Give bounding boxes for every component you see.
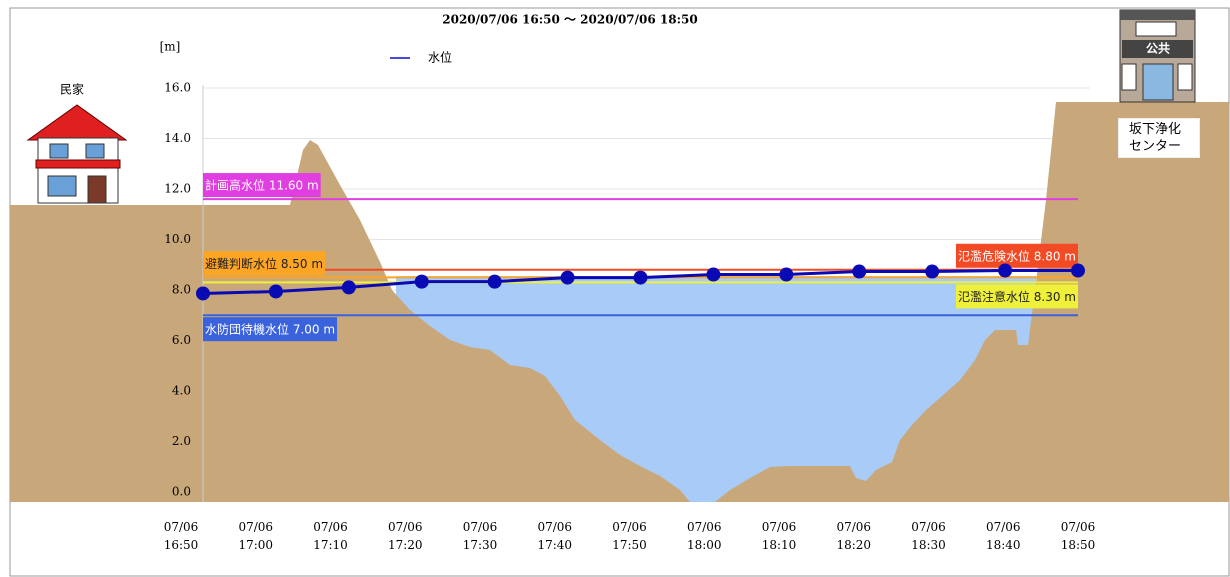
reference-label-text: 避難判断水位 8.50 m [205, 256, 323, 271]
x-tick-label: 07/06 17:20 [385, 518, 425, 554]
y-tick-label: 0.0 [172, 484, 191, 498]
facility-label: 坂下浄化センター [1118, 118, 1200, 158]
x-tick-label: 07/06 18:10 [759, 518, 799, 554]
data-point [342, 280, 356, 294]
reference-label-text: 水防団待機水位 7.00 m [205, 322, 335, 337]
y-tick-label: 12.0 [164, 181, 191, 195]
x-tick-label: 07/06 18:50 [1058, 518, 1098, 554]
data-point [561, 271, 575, 285]
data-point [634, 271, 648, 285]
legend-label: 水位 [428, 50, 452, 65]
x-tick-label: 07/06 18:40 [983, 518, 1023, 554]
y-tick-label: 8.0 [172, 282, 191, 296]
y-tick-label: 14.0 [164, 131, 191, 145]
data-point [1071, 264, 1085, 278]
house-icon [28, 105, 126, 203]
x-tick-label: 07/06 17:10 [311, 518, 351, 554]
building-icon [1120, 10, 1195, 102]
y-tick-label: 4.0 [172, 383, 191, 397]
reference-label: 氾濫危険水位 8.80 m [956, 244, 1078, 268]
chart: 2020/07/06 16:50 〜 2020/07/06 18:50 [m] … [0, 0, 1230, 577]
x-tick-label: 07/06 17:40 [535, 518, 575, 554]
y-tick-label: 6.0 [172, 333, 191, 347]
x-tick-label: 07/06 18:00 [684, 518, 724, 554]
x-tick-label: 07/06 17:30 [460, 518, 500, 554]
reference-label: 計画高水位 11.60 m [203, 173, 321, 197]
data-point [998, 264, 1012, 278]
x-tick-label: 07/06 18:20 [834, 518, 874, 554]
reference-label: 氾濫注意水位 8.30 m [956, 284, 1078, 308]
reference-label-text: 氾濫危険水位 8.80 m [958, 248, 1076, 263]
building-sign: 公共 [1146, 41, 1170, 56]
x-tick-label: 07/06 17:00 [236, 518, 276, 554]
data-point [779, 268, 793, 282]
data-point [196, 286, 210, 300]
x-tick-label: 07/06 18:30 [909, 518, 949, 554]
data-point [706, 268, 720, 282]
page: 2020/07/06 16:50 〜 2020/07/06 18:50 [m] … [0, 0, 1230, 577]
data-point [488, 275, 502, 289]
reference-label-text: 計画高水位 11.60 m [205, 178, 319, 193]
reference-label: 避難判断水位 8.50 m [203, 251, 325, 275]
y-tick-label: 10.0 [164, 232, 191, 246]
data-point [852, 265, 866, 279]
y-tick-label: 16.0 [164, 81, 191, 95]
reference-label-text: 氾濫注意水位 8.30 m [958, 289, 1076, 304]
data-point [925, 265, 939, 279]
x-tick-label: 07/06 17:50 [610, 518, 650, 554]
x-tick-label: 07/06 16:50 [161, 518, 201, 554]
data-point [269, 284, 283, 298]
chart-title: 2020/07/06 16:50 〜 2020/07/06 18:50 [442, 13, 698, 27]
y-tick-label: 2.0 [172, 434, 191, 448]
y-unit: [m] [160, 40, 181, 54]
house-label: 民家 [60, 82, 84, 97]
data-point [415, 275, 429, 289]
reference-label: 水防団待機水位 7.00 m [203, 317, 337, 341]
